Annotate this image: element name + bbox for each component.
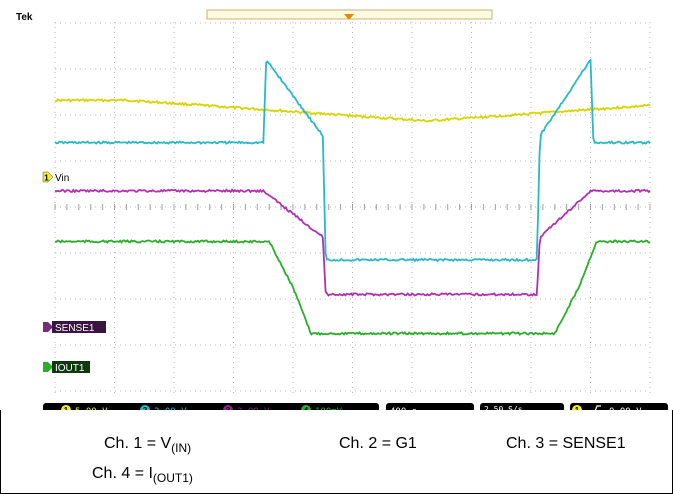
ch4-status-chip-number: 4	[304, 406, 309, 410]
trigger-source-chip	[572, 405, 582, 410]
channel1-marker: 1	[42, 171, 54, 183]
ch1-status-chip-number: 1	[64, 406, 69, 410]
series-line-iout1	[54, 238, 651, 336]
caption-ch2: Ch. 2 = G1	[339, 435, 417, 452]
timebase-box	[386, 403, 474, 410]
ch2-status-chip	[140, 405, 150, 410]
trigger-slope-icon	[594, 405, 601, 410]
brand-label: Tek	[16, 12, 33, 23]
ch3-status-scale: 2.00 V	[237, 407, 270, 410]
channel4-marker-shape	[43, 362, 53, 372]
caption-ch3: Ch. 3 = SENSE1	[506, 435, 626, 452]
channel4-label-bg	[52, 361, 90, 373]
channel4-label: IOUT1	[55, 363, 85, 374]
channel3-label-bg	[52, 321, 106, 333]
trigger-source-number: 1	[575, 406, 580, 410]
series-line-ch2	[54, 58, 651, 263]
channel3-marker: SENSE1	[43, 321, 106, 334]
caption-ch4: Ch. 4 = I(OUT1)	[92, 465, 193, 485]
channel3-marker-shape	[43, 322, 53, 332]
ch2-status-scale: 2.00 V	[154, 407, 187, 410]
channel1-marker-shape	[42, 171, 54, 183]
ch1-status-scale: 5.00 V	[75, 407, 108, 410]
ch1-status-chip	[61, 405, 71, 410]
timebase-value: 400 s	[390, 407, 417, 410]
series-line-vin	[54, 98, 651, 123]
status-bar-channels	[43, 403, 379, 410]
trigger-box	[570, 403, 668, 410]
trigger-position-marker	[344, 14, 354, 20]
graticule-grid	[54, 22, 651, 396]
caption-ch1: Ch. 1 = V(IN)	[104, 435, 192, 455]
series-line-sense1	[54, 188, 651, 297]
sample-rate-value: 2.50 S/s	[484, 405, 523, 410]
sample-rate-box	[480, 403, 564, 410]
center-ticks	[54, 204, 651, 210]
trigger-level-value: 0.00 V	[609, 407, 642, 410]
channel3-label: SENSE1	[55, 323, 95, 334]
ch4-status-scale: 100mV	[315, 407, 343, 410]
channel4-marker: IOUT1	[43, 361, 90, 374]
ch2-status-chip-number: 2	[143, 406, 148, 410]
ch3-status-chip-number: 3	[226, 406, 231, 410]
ch3-status-chip	[223, 405, 233, 410]
channel1-label: Vin	[55, 173, 69, 184]
ch4-status-chip	[301, 405, 311, 410]
oscilloscope-screen: Tek 1 Vin SENSE1 IOUT1 1 5.00 V 2 2.00 V 3 2.00 V 4…	[16, 9, 668, 410]
channel1-marker-number: 1	[44, 174, 49, 183]
